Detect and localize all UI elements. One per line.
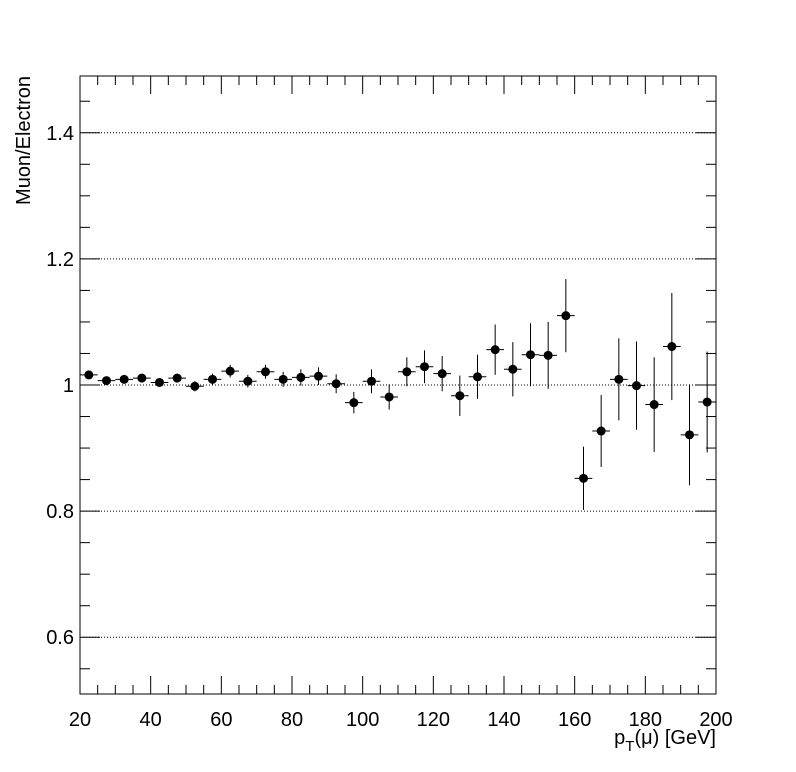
data-point: [292, 369, 310, 386]
data-marker: [649, 400, 659, 410]
data-point: [557, 279, 575, 353]
data-point: [362, 369, 381, 394]
data-marker: [508, 364, 518, 374]
data-point: [274, 371, 292, 387]
y-tick-label: 0.6: [46, 627, 74, 649]
data-point: [97, 376, 116, 386]
x-tick-label: 180: [629, 709, 662, 731]
x-tick-label: 40: [140, 709, 162, 731]
data-point: [80, 370, 98, 380]
data-marker: [102, 376, 111, 386]
data-marker: [420, 362, 429, 372]
x-axis-title: pT(μ) [GeV]: [614, 727, 716, 755]
data-point: [451, 375, 469, 416]
data-marker: [261, 367, 270, 377]
data-marker: [172, 373, 182, 383]
data-marker: [402, 367, 412, 377]
data-marker: [243, 376, 253, 386]
data-marker: [349, 398, 359, 408]
data-point: [592, 395, 610, 467]
data-marker: [543, 350, 553, 360]
y-tick-label: 1.2: [46, 249, 74, 271]
data-marker: [455, 391, 465, 401]
y-tick-label: 1: [63, 375, 74, 397]
data-marker: [137, 373, 147, 383]
data-point: [645, 357, 663, 452]
data-point: [433, 355, 451, 392]
data-marker: [84, 370, 94, 380]
y-tick-label: 1.4: [46, 123, 74, 145]
x-tick-label: 20: [69, 709, 91, 731]
x-tick-label: 60: [210, 709, 232, 731]
x-tick-label: 120: [417, 709, 450, 731]
data-point: [486, 324, 504, 375]
data-marker: [490, 345, 500, 355]
x-tick-label: 100: [346, 709, 379, 731]
data-marker: [155, 377, 164, 387]
y-axis-ticks: [80, 100, 716, 670]
data-point: [115, 374, 133, 384]
data-point: [398, 357, 416, 387]
data-marker: [367, 376, 376, 386]
data-marker: [596, 426, 606, 436]
data-point: [168, 373, 186, 383]
data-marker: [119, 374, 129, 384]
data-marker: [473, 372, 482, 382]
data-marker: [278, 374, 288, 384]
grid-lines: [80, 132, 716, 638]
y-axis-title: Muon/Electron: [13, 76, 35, 205]
data-marker: [561, 311, 571, 321]
data-point: [221, 364, 239, 378]
data-point: [539, 321, 557, 389]
data-marker: [331, 379, 341, 389]
data-point: [309, 367, 328, 385]
y-tick-label: 0.8: [46, 501, 74, 523]
x-tick-label: 160: [558, 709, 591, 731]
y-axis-tick-labels: 0.6 0.8 1 1.2 1.4: [46, 123, 74, 649]
data-point: [415, 350, 434, 384]
data-points: [80, 279, 716, 510]
data-marker: [296, 372, 306, 382]
data-point: [468, 354, 487, 399]
data-point: [186, 381, 204, 392]
data-point: [504, 342, 522, 397]
data-point: [239, 374, 257, 388]
data-marker: [667, 342, 677, 352]
data-marker: [685, 430, 694, 440]
data-marker: [614, 374, 624, 384]
data-point: [150, 377, 169, 387]
data-marker: [225, 366, 235, 376]
data-marker: [208, 374, 217, 384]
data-marker: [437, 369, 447, 379]
x-axis-ticks: [79, 76, 717, 694]
data-point: [521, 323, 540, 387]
x-tick-label: 200: [699, 709, 732, 731]
data-point: [327, 374, 345, 394]
data-marker: [702, 397, 712, 407]
data-point: [345, 391, 363, 414]
data-marker: [579, 473, 588, 483]
data-point: [203, 373, 222, 385]
data-point: [680, 384, 699, 486]
data-point: [133, 373, 151, 383]
data-point: [256, 364, 275, 379]
data-point: [380, 384, 398, 410]
data-marker: [632, 381, 641, 391]
x-tick-label: 80: [281, 709, 303, 731]
x-tick-label: 140: [487, 709, 520, 731]
data-point: [627, 341, 646, 430]
data-point: [574, 446, 593, 510]
data-marker: [384, 392, 394, 402]
data-marker: [314, 371, 323, 381]
data-marker: [526, 350, 535, 360]
x-axis-tick-labels: 20 40 60 80 100 120 140 160 180 200: [69, 709, 733, 731]
data-point: [610, 338, 628, 421]
data-marker: [190, 381, 200, 391]
data-point: [698, 351, 716, 453]
data-point: [663, 292, 681, 401]
